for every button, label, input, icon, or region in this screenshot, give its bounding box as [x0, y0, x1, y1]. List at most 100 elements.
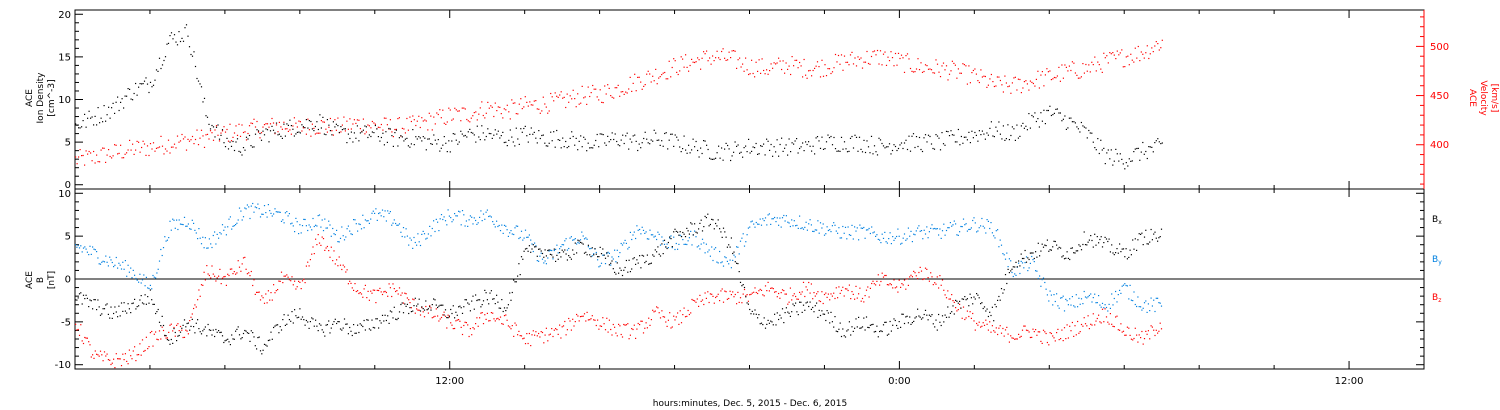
density-point	[265, 128, 267, 130]
density-point	[1029, 127, 1031, 129]
bx-point	[1035, 251, 1037, 253]
bx-point	[569, 256, 571, 258]
density-point	[106, 114, 108, 116]
by-point	[940, 237, 942, 239]
density-point	[326, 119, 328, 121]
by-point	[426, 237, 428, 239]
bz-point	[981, 325, 983, 327]
density-point	[776, 139, 778, 141]
bx-point	[410, 311, 412, 313]
bx-point	[835, 330, 837, 332]
by-point	[98, 263, 100, 265]
by-point	[855, 230, 857, 232]
bz-point	[749, 294, 751, 296]
density-point	[821, 136, 823, 138]
bx-point	[144, 294, 146, 296]
density-point	[1025, 125, 1027, 127]
by-point	[610, 264, 612, 266]
density-point	[124, 95, 126, 97]
by-point	[1141, 309, 1143, 311]
density-point	[176, 44, 179, 46]
bz-point	[1145, 330, 1147, 332]
bx-point	[102, 308, 104, 310]
by-point	[162, 247, 165, 249]
bz-point	[690, 312, 692, 314]
bx-point	[935, 319, 937, 321]
bz-point	[966, 310, 968, 312]
density-point	[487, 128, 489, 130]
by-point	[169, 220, 171, 222]
velocity-point	[1043, 85, 1045, 87]
bx-point	[961, 298, 963, 300]
density-point	[197, 80, 200, 82]
bx-point	[880, 330, 882, 332]
velocity-point	[763, 69, 765, 72]
density-point	[818, 140, 820, 142]
bz-point	[102, 360, 104, 362]
velocity-point	[114, 144, 116, 146]
bx-point	[169, 343, 171, 345]
by-point	[80, 245, 82, 247]
by-point	[308, 224, 310, 226]
by-point	[325, 227, 327, 229]
velocity-point	[188, 140, 191, 142]
bx-point	[422, 308, 424, 310]
density-point	[505, 141, 507, 143]
bx-point	[885, 321, 887, 323]
bx-point	[840, 335, 843, 338]
bx-point	[965, 299, 967, 301]
bx-point	[278, 332, 280, 334]
by-point	[538, 260, 540, 262]
bz-point	[275, 290, 277, 292]
bx-point	[452, 305, 454, 307]
bx-point	[665, 246, 667, 248]
bx-point	[237, 326, 239, 328]
velocity-point	[218, 140, 221, 142]
density-point	[694, 146, 696, 148]
by-point	[287, 215, 289, 217]
bx-point	[315, 319, 317, 321]
bx-point	[1042, 246, 1045, 248]
velocity-point	[431, 129, 433, 131]
bx-point	[524, 248, 527, 250]
velocity-point	[682, 58, 684, 60]
density-point	[819, 147, 822, 149]
density-point	[415, 136, 417, 138]
density-point	[674, 134, 676, 136]
bx-point	[99, 314, 102, 316]
bx-point	[80, 292, 82, 294]
by-point	[960, 225, 962, 228]
bx-point	[951, 311, 953, 313]
bz-point	[821, 291, 823, 293]
by-point	[1129, 284, 1131, 286]
bz-point	[1006, 326, 1008, 328]
by-point	[435, 218, 437, 220]
density-point	[775, 151, 777, 153]
by-point	[202, 236, 204, 238]
velocity-point	[1032, 82, 1034, 85]
bz-point	[106, 353, 108, 355]
bx-point	[827, 312, 829, 314]
by-point	[695, 236, 697, 238]
bx-point	[562, 251, 565, 253]
bx-point	[128, 308, 130, 310]
bx-point	[136, 306, 138, 308]
bx-point	[730, 237, 732, 239]
velocity-point	[846, 61, 849, 63]
by-point	[292, 225, 294, 227]
by-point	[535, 245, 537, 247]
density-point	[364, 125, 366, 127]
by-point	[174, 227, 176, 229]
by-point	[902, 237, 904, 239]
density-point	[605, 144, 607, 146]
bz-point	[113, 358, 115, 360]
bx-point	[842, 328, 844, 330]
velocity-point	[272, 122, 275, 124]
density-point	[840, 136, 843, 138]
velocity-point	[565, 106, 567, 109]
by-point	[552, 258, 554, 260]
bz-point	[806, 289, 808, 291]
density-point	[331, 134, 333, 136]
bx-point	[898, 321, 900, 323]
bx-point	[666, 247, 668, 250]
